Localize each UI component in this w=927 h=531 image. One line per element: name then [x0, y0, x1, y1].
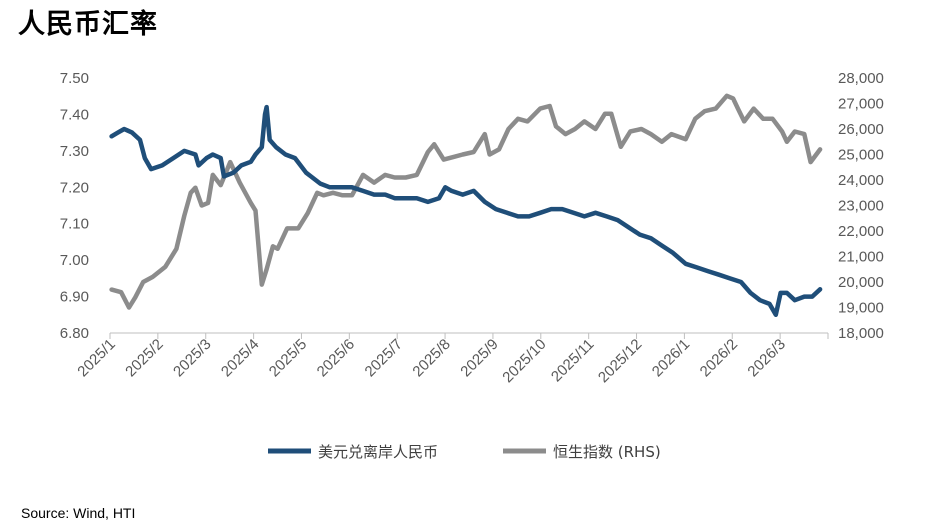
right-axis-ticks: 28,000 27,000 26,000 25,000 24,000 23,000 22,0…	[838, 70, 884, 342]
right-tick-label: 28,000	[838, 70, 884, 87]
source-note: Source: Wind, HTI	[21, 505, 136, 521]
x-tick-label: 2025/2	[122, 336, 166, 380]
left-axis-ticks: 7.50 7.40 7.30 7.20 7.10 7.00 6.90 6.80	[60, 70, 89, 342]
x-tick-label: 2025/12	[595, 336, 645, 386]
x-tick-label: 2025/11	[548, 336, 598, 386]
x-tick-label: 2025/4	[218, 336, 262, 380]
left-tick-label: 7.10	[60, 216, 89, 233]
hsi-series-line	[109, 93, 823, 310]
left-tick-label: 6.90	[60, 289, 89, 306]
x-tick-label: 2025/1	[74, 336, 118, 380]
x-tick-label: 2026/2	[697, 336, 741, 380]
right-tick-label: 18,000	[838, 325, 884, 342]
right-tick-label: 26,000	[838, 121, 884, 138]
right-tick-label: 20,000	[838, 274, 884, 291]
x-tick-label: 2025/8	[409, 336, 453, 380]
x-axis-labels: 2025/1 2025/2 2025/3 2025/4 2025/5 2025/6 2025…	[74, 336, 789, 386]
left-tick-label: 7.20	[60, 179, 89, 196]
right-tick-label: 22,000	[838, 223, 884, 240]
left-tick-label: 6.80	[60, 325, 89, 342]
right-tick-label: 25,000	[838, 147, 884, 164]
x-tick-label: 2025/5	[266, 336, 310, 380]
usdcnh-series-line	[109, 104, 823, 318]
x-tick-label: 2025/7	[362, 336, 406, 380]
page-title: 人民币汇率	[18, 9, 158, 40]
right-tick-label: 19,000	[838, 300, 884, 317]
x-tick-label: 2025/9	[457, 336, 501, 380]
x-tick-label: 2025/3	[170, 336, 214, 380]
left-tick-label: 7.50	[60, 70, 89, 87]
legend-label-usdcnh: 美元兑离岸人民币	[318, 443, 438, 461]
series-lines	[109, 93, 823, 318]
legend-label-hsi: 恒生指数 (RHS)	[553, 443, 661, 461]
right-tick-label: 21,000	[838, 249, 884, 266]
right-tick-label: 27,000	[838, 96, 884, 113]
left-tick-label: 7.00	[60, 252, 89, 269]
x-tick-label: 2026/3	[744, 336, 788, 380]
right-tick-label: 24,000	[838, 172, 884, 189]
x-tick-label: 2026/1	[649, 336, 693, 380]
left-tick-label: 7.40	[60, 106, 89, 123]
x-tick-label: 2025/10	[499, 336, 549, 386]
left-tick-label: 7.30	[60, 143, 89, 160]
x-tick-label: 2025/6	[314, 336, 358, 380]
legend: 美元兑离岸人民币 恒生指数 (RHS)	[268, 443, 661, 461]
x-axis-ticks	[109, 333, 829, 339]
right-tick-label: 23,000	[838, 198, 884, 215]
